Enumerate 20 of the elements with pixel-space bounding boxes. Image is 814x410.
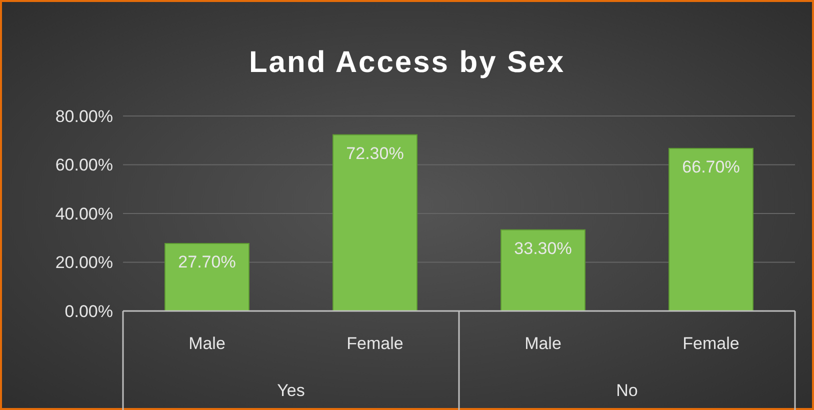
y-tick-label: 80.00% [55, 106, 113, 126]
text: Yes [277, 381, 305, 400]
x-tick-label: Male [524, 334, 562, 353]
bar [164, 242, 250, 312]
y-tick-label: 60.00% [55, 156, 113, 175]
y-tick-label: 0.00% [64, 302, 113, 321]
text: No [616, 381, 638, 400]
bar [332, 134, 418, 312]
data-label: 72.30% [346, 144, 404, 163]
y-tick-label: 40.00% [55, 204, 113, 224]
data-label: 27.70% [178, 252, 236, 272]
data-label: 33.30% [514, 238, 572, 258]
x-tick-label: Male [188, 334, 226, 353]
y-tick-label: 20.00% [55, 253, 113, 272]
x-tick-label: Female [346, 334, 404, 353]
data-label: 66.70% [682, 157, 740, 176]
bar [668, 148, 754, 312]
chart-title: Land Access by Sex [248, 46, 566, 79]
bar [500, 229, 586, 312]
x-tick-label: Female [682, 334, 740, 353]
